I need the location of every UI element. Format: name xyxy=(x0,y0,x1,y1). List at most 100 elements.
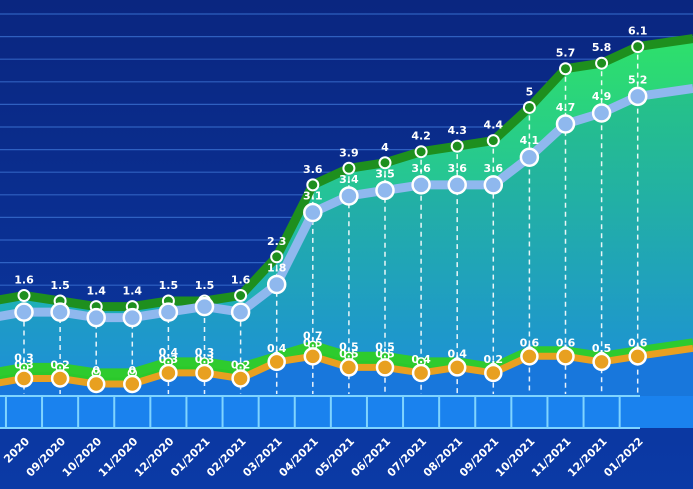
label-series-4-11/2020: 0 xyxy=(128,364,136,377)
marker-series-4-09/2020 xyxy=(50,369,70,388)
label-series-1-09/2020: 1.5 xyxy=(50,279,70,292)
marker-series-4-04/2021 xyxy=(303,347,323,366)
label-series-1-11/2021: 5.7 xyxy=(556,47,576,60)
label-series-1-10/2020: 1.4 xyxy=(86,285,106,298)
marker-series-4-01/2021 xyxy=(195,363,214,383)
marker-series-1-10/2021 xyxy=(522,100,536,114)
label-series-2-12/2021: 4.9 xyxy=(592,90,612,103)
label-series-3-06/2021: 0.5 xyxy=(375,340,395,353)
marker-series-2-01/2022 xyxy=(627,86,648,107)
label-series-2-06/2021: 3.5 xyxy=(375,167,395,180)
axis-band xyxy=(0,396,693,428)
marker-series-4-11/2020 xyxy=(123,374,142,394)
label-series-1-12/2021: 5.8 xyxy=(592,41,612,54)
marker-series-4-10/2020 xyxy=(86,374,106,394)
label-series-4-09/2021: 0.2 xyxy=(484,353,504,366)
marker-series-4-08/2020 xyxy=(14,369,34,388)
marker-series-1-01/2022 xyxy=(631,40,645,54)
marker-series-2-10/2021 xyxy=(519,147,540,167)
label-series-4-08/2021: 0.4 xyxy=(447,347,467,360)
label-series-3-08/2020: 0.3 xyxy=(14,351,34,364)
marker-series-1-04/2021 xyxy=(306,178,320,192)
label-series-2-10/2021: 4.1 xyxy=(520,134,540,147)
label-series-4-12/2021: 0.5 xyxy=(592,342,612,355)
marker-series-2-02/2021 xyxy=(230,302,251,322)
label-series-4-01/2022: 0.6 xyxy=(628,336,648,349)
label-series-1-08/2020: 1.6 xyxy=(14,274,34,287)
marker-series-1-09/2021 xyxy=(486,134,500,148)
marker-series-4-09/2021 xyxy=(484,363,503,383)
marker-series-2-12/2020 xyxy=(158,302,179,322)
label-series-4-09/2020: 0.2 xyxy=(50,358,70,371)
marker-series-1-08/2020 xyxy=(17,289,31,302)
label-series-1-01/2021: 1.5 xyxy=(195,279,215,292)
label-series-1-03/2021: 2.3 xyxy=(267,235,287,248)
label-series-2-04/2021: 3.1 xyxy=(303,190,323,203)
marker-series-1-08/2021 xyxy=(450,139,464,153)
label-series-2-09/2021: 3.6 xyxy=(484,162,504,175)
label-series-4-11/2021: 0.6 xyxy=(556,336,576,349)
marker-series-4-08/2021 xyxy=(447,358,467,377)
label-series-4-10/2020: 0 xyxy=(92,364,100,377)
marker-series-1-02/2021 xyxy=(234,289,248,302)
series-markers xyxy=(14,40,648,394)
label-series-2-03/2021: 1.8 xyxy=(267,261,287,274)
label-series-4-07/2021: 0.4 xyxy=(411,353,431,366)
marker-series-4-11/2021 xyxy=(556,347,575,366)
area-series-2 xyxy=(0,88,693,384)
label-series-2-07/2021: 3.6 xyxy=(411,162,431,175)
label-series-1-10/2021: 5 xyxy=(526,85,534,98)
label-series-1-12/2020: 1.5 xyxy=(159,279,179,292)
label-series-2-01/2022: 5.2 xyxy=(628,73,648,86)
label-series-3-12/2020: 0.4 xyxy=(159,346,179,359)
marker-series-2-11/2021 xyxy=(555,114,576,134)
marker-series-2-05/2021 xyxy=(339,186,359,206)
label-series-1-02/2021: 1.6 xyxy=(231,274,251,287)
marker-series-4-12/2021 xyxy=(592,352,611,372)
label-series-1-01/2022: 6.1 xyxy=(628,25,648,38)
marker-series-4-12/2020 xyxy=(159,363,178,383)
marker-series-1-07/2021 xyxy=(414,145,428,159)
label-series-1-08/2021: 4.3 xyxy=(447,124,467,137)
label-series-1-05/2021: 3.9 xyxy=(339,146,359,159)
marker-series-4-05/2021 xyxy=(339,358,359,377)
marker-series-2-03/2021 xyxy=(266,274,287,295)
label-series-4-02/2021: 0.2 xyxy=(231,358,251,371)
marker-series-4-06/2021 xyxy=(375,358,395,377)
marker-series-1-05/2021 xyxy=(342,161,356,175)
label-series-4-10/2021: 0.6 xyxy=(520,336,540,349)
data-labels: 1.6 1.5 1.4 1.4 1.5 1.5 1.6 2.3 3.6 3.9 4 4.2 4.3 4.4… xyxy=(14,25,648,377)
marker-series-2-04/2021 xyxy=(303,202,323,223)
label-series-4-06/2021: 0.5 xyxy=(375,347,395,360)
label-series-1-09/2021: 4.4 xyxy=(484,119,504,132)
marker-series-4-03/2021 xyxy=(267,352,286,372)
label-series-2-05/2021: 3.4 xyxy=(339,173,359,186)
label-series-1-06/2021: 4 xyxy=(381,141,389,154)
label-series-3-01/2021: 0.3 xyxy=(195,346,215,359)
marker-series-2-08/2020 xyxy=(14,302,34,322)
label-series-1-11/2020: 1.4 xyxy=(123,285,143,298)
marker-series-2-08/2021 xyxy=(447,175,467,195)
label-series-4-05/2021: 0.5 xyxy=(339,347,359,360)
marker-series-2-11/2020 xyxy=(122,307,143,328)
marker-series-4-10/2021 xyxy=(520,347,539,366)
marker-series-4-01/2022 xyxy=(628,347,647,366)
label-series-1-04/2021: 3.6 xyxy=(303,163,323,176)
marker-series-1-03/2021 xyxy=(270,250,284,264)
marker-series-4-02/2021 xyxy=(231,369,250,388)
marker-series-2-10/2020 xyxy=(86,307,106,328)
label-series-3-05/2021: 0.5 xyxy=(339,340,359,353)
label-series-2-08/2021: 3.6 xyxy=(447,162,467,175)
marker-series-2-01/2021 xyxy=(194,296,215,317)
marker-series-1-06/2021 xyxy=(378,156,392,170)
marker-series-1-11/2021 xyxy=(559,62,572,76)
label-series-4-12/2020: 0.3 xyxy=(159,353,179,366)
marker-series-2-07/2021 xyxy=(411,175,431,195)
marker-series-2-09/2020 xyxy=(50,302,70,322)
label-series-1-07/2021: 4.2 xyxy=(411,130,431,143)
label-series-4-08/2020: 0.3 xyxy=(14,358,34,371)
label-series-2-11/2021: 4.7 xyxy=(556,101,576,114)
label-series-3-04/2021: 0.7 xyxy=(303,329,323,342)
marker-series-2-06/2021 xyxy=(375,180,395,201)
